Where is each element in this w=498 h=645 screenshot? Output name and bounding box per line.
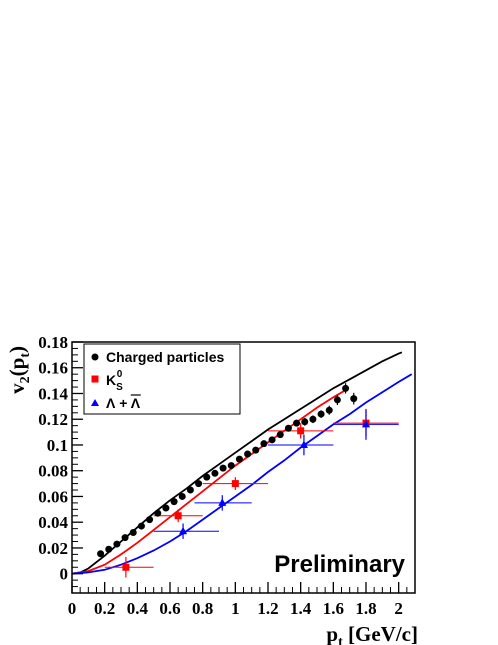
legend-marker-lambda xyxy=(91,399,99,406)
data-point xyxy=(218,498,227,506)
x-tick-label: 1.2 xyxy=(257,599,278,618)
data-point xyxy=(113,540,121,548)
data-point xyxy=(252,446,260,454)
data-point xyxy=(179,526,188,535)
legend-lambda-text: Λ + xyxy=(106,395,131,411)
x-tick-label: 1.8 xyxy=(355,599,376,618)
y-tick-label: 0.08 xyxy=(38,462,68,481)
data-point xyxy=(342,384,350,392)
y-axis-title-sub2: t xyxy=(18,353,33,358)
axis-ticks: 0 0.2 0.4 0.6 0.8 1 1.2 1.4 1.6 1.8 2 0 0.02 0.04 0.06… xyxy=(38,333,416,618)
legend: Charged particles KS 0 Λ + Λ xyxy=(83,343,241,415)
data-point xyxy=(122,563,130,571)
data-point xyxy=(299,440,308,448)
x-tick-label: 1.4 xyxy=(290,599,312,618)
data-point xyxy=(317,410,325,418)
model-curve xyxy=(71,388,347,575)
y-tick-label: 0.02 xyxy=(38,539,68,558)
legend-label-charged: Charged particles xyxy=(106,349,224,365)
data-point xyxy=(301,418,309,426)
data-point xyxy=(211,469,219,477)
x-tick-label: 2 xyxy=(394,599,403,618)
data-point xyxy=(97,550,105,558)
data-point xyxy=(231,480,239,488)
data-point xyxy=(195,480,203,488)
data-point xyxy=(260,440,268,448)
model-curve xyxy=(71,373,413,575)
x-tick-label: 0.2 xyxy=(94,599,115,618)
data-point xyxy=(362,419,370,428)
data-point xyxy=(235,455,243,463)
y-axis-title-sub1: 2 xyxy=(18,376,33,383)
x-tick-label: 0.8 xyxy=(192,599,213,618)
y-tick-label: 0.14 xyxy=(38,384,68,403)
data-point xyxy=(325,406,333,414)
x-axis-title-main: p xyxy=(326,622,338,645)
x-tick-label: 1.6 xyxy=(323,599,344,618)
x-axis-title-sub: t xyxy=(338,635,343,645)
y-tick-label: 0.12 xyxy=(38,410,68,429)
legend-k0s-base: K xyxy=(106,372,116,388)
legend-marker-k0s xyxy=(91,375,99,383)
y-axis-title-open: (p xyxy=(5,358,29,377)
data-point xyxy=(162,504,170,512)
data-point xyxy=(219,464,227,472)
y-tick-label: 0.16 xyxy=(38,359,68,378)
x-axis-title: pt [GeV/c] xyxy=(326,622,418,645)
y-axis-title: v2(pt) xyxy=(5,346,33,394)
data-point xyxy=(170,498,178,506)
data-point xyxy=(333,396,341,404)
legend-label-k0s: KS 0 xyxy=(106,369,123,393)
data-point xyxy=(293,419,301,427)
legend-k0s-sup: 0 xyxy=(117,369,123,380)
data-point xyxy=(178,492,186,500)
y-tick-label: 0.1 xyxy=(47,436,68,455)
data-point xyxy=(268,436,276,444)
x-tick-label: 0 xyxy=(68,599,77,618)
x-tick-label: 1 xyxy=(231,599,240,618)
legend-lambda-bar: Λ xyxy=(131,395,141,411)
data-point xyxy=(227,462,235,470)
data-point xyxy=(174,512,182,520)
y-tick-label: 0.04 xyxy=(38,513,68,532)
legend-box xyxy=(83,343,241,415)
data-point xyxy=(154,509,162,517)
data-point xyxy=(121,534,129,542)
legend-k0s-sub: S xyxy=(116,382,123,393)
legend-marker-charged xyxy=(91,353,99,361)
data-point xyxy=(350,395,358,403)
data-point xyxy=(137,522,145,530)
data-point xyxy=(203,473,211,481)
y-tick-label: 0.18 xyxy=(38,333,68,352)
data-point xyxy=(309,415,317,423)
data-point xyxy=(244,450,252,458)
data-point xyxy=(276,431,284,439)
legend-label-lambda: Λ + Λ xyxy=(106,395,141,411)
data-points xyxy=(97,384,370,571)
data-point xyxy=(297,427,305,435)
x-tick-label: 0.6 xyxy=(159,599,180,618)
data-point xyxy=(146,516,154,524)
y-tick-label: 0.06 xyxy=(38,487,68,506)
preliminary-label: Preliminary xyxy=(274,551,405,578)
y-axis-title-close: ) xyxy=(5,346,29,353)
y-axis-title-main: v xyxy=(5,383,29,394)
data-point xyxy=(186,486,194,494)
x-tick-label: 0.4 xyxy=(127,599,149,618)
data-point xyxy=(129,529,137,537)
data-point xyxy=(284,424,292,432)
data-point xyxy=(105,545,113,553)
x-axis-title-unit: [GeV/c] xyxy=(343,622,418,645)
y-tick-label: 0 xyxy=(60,565,69,584)
